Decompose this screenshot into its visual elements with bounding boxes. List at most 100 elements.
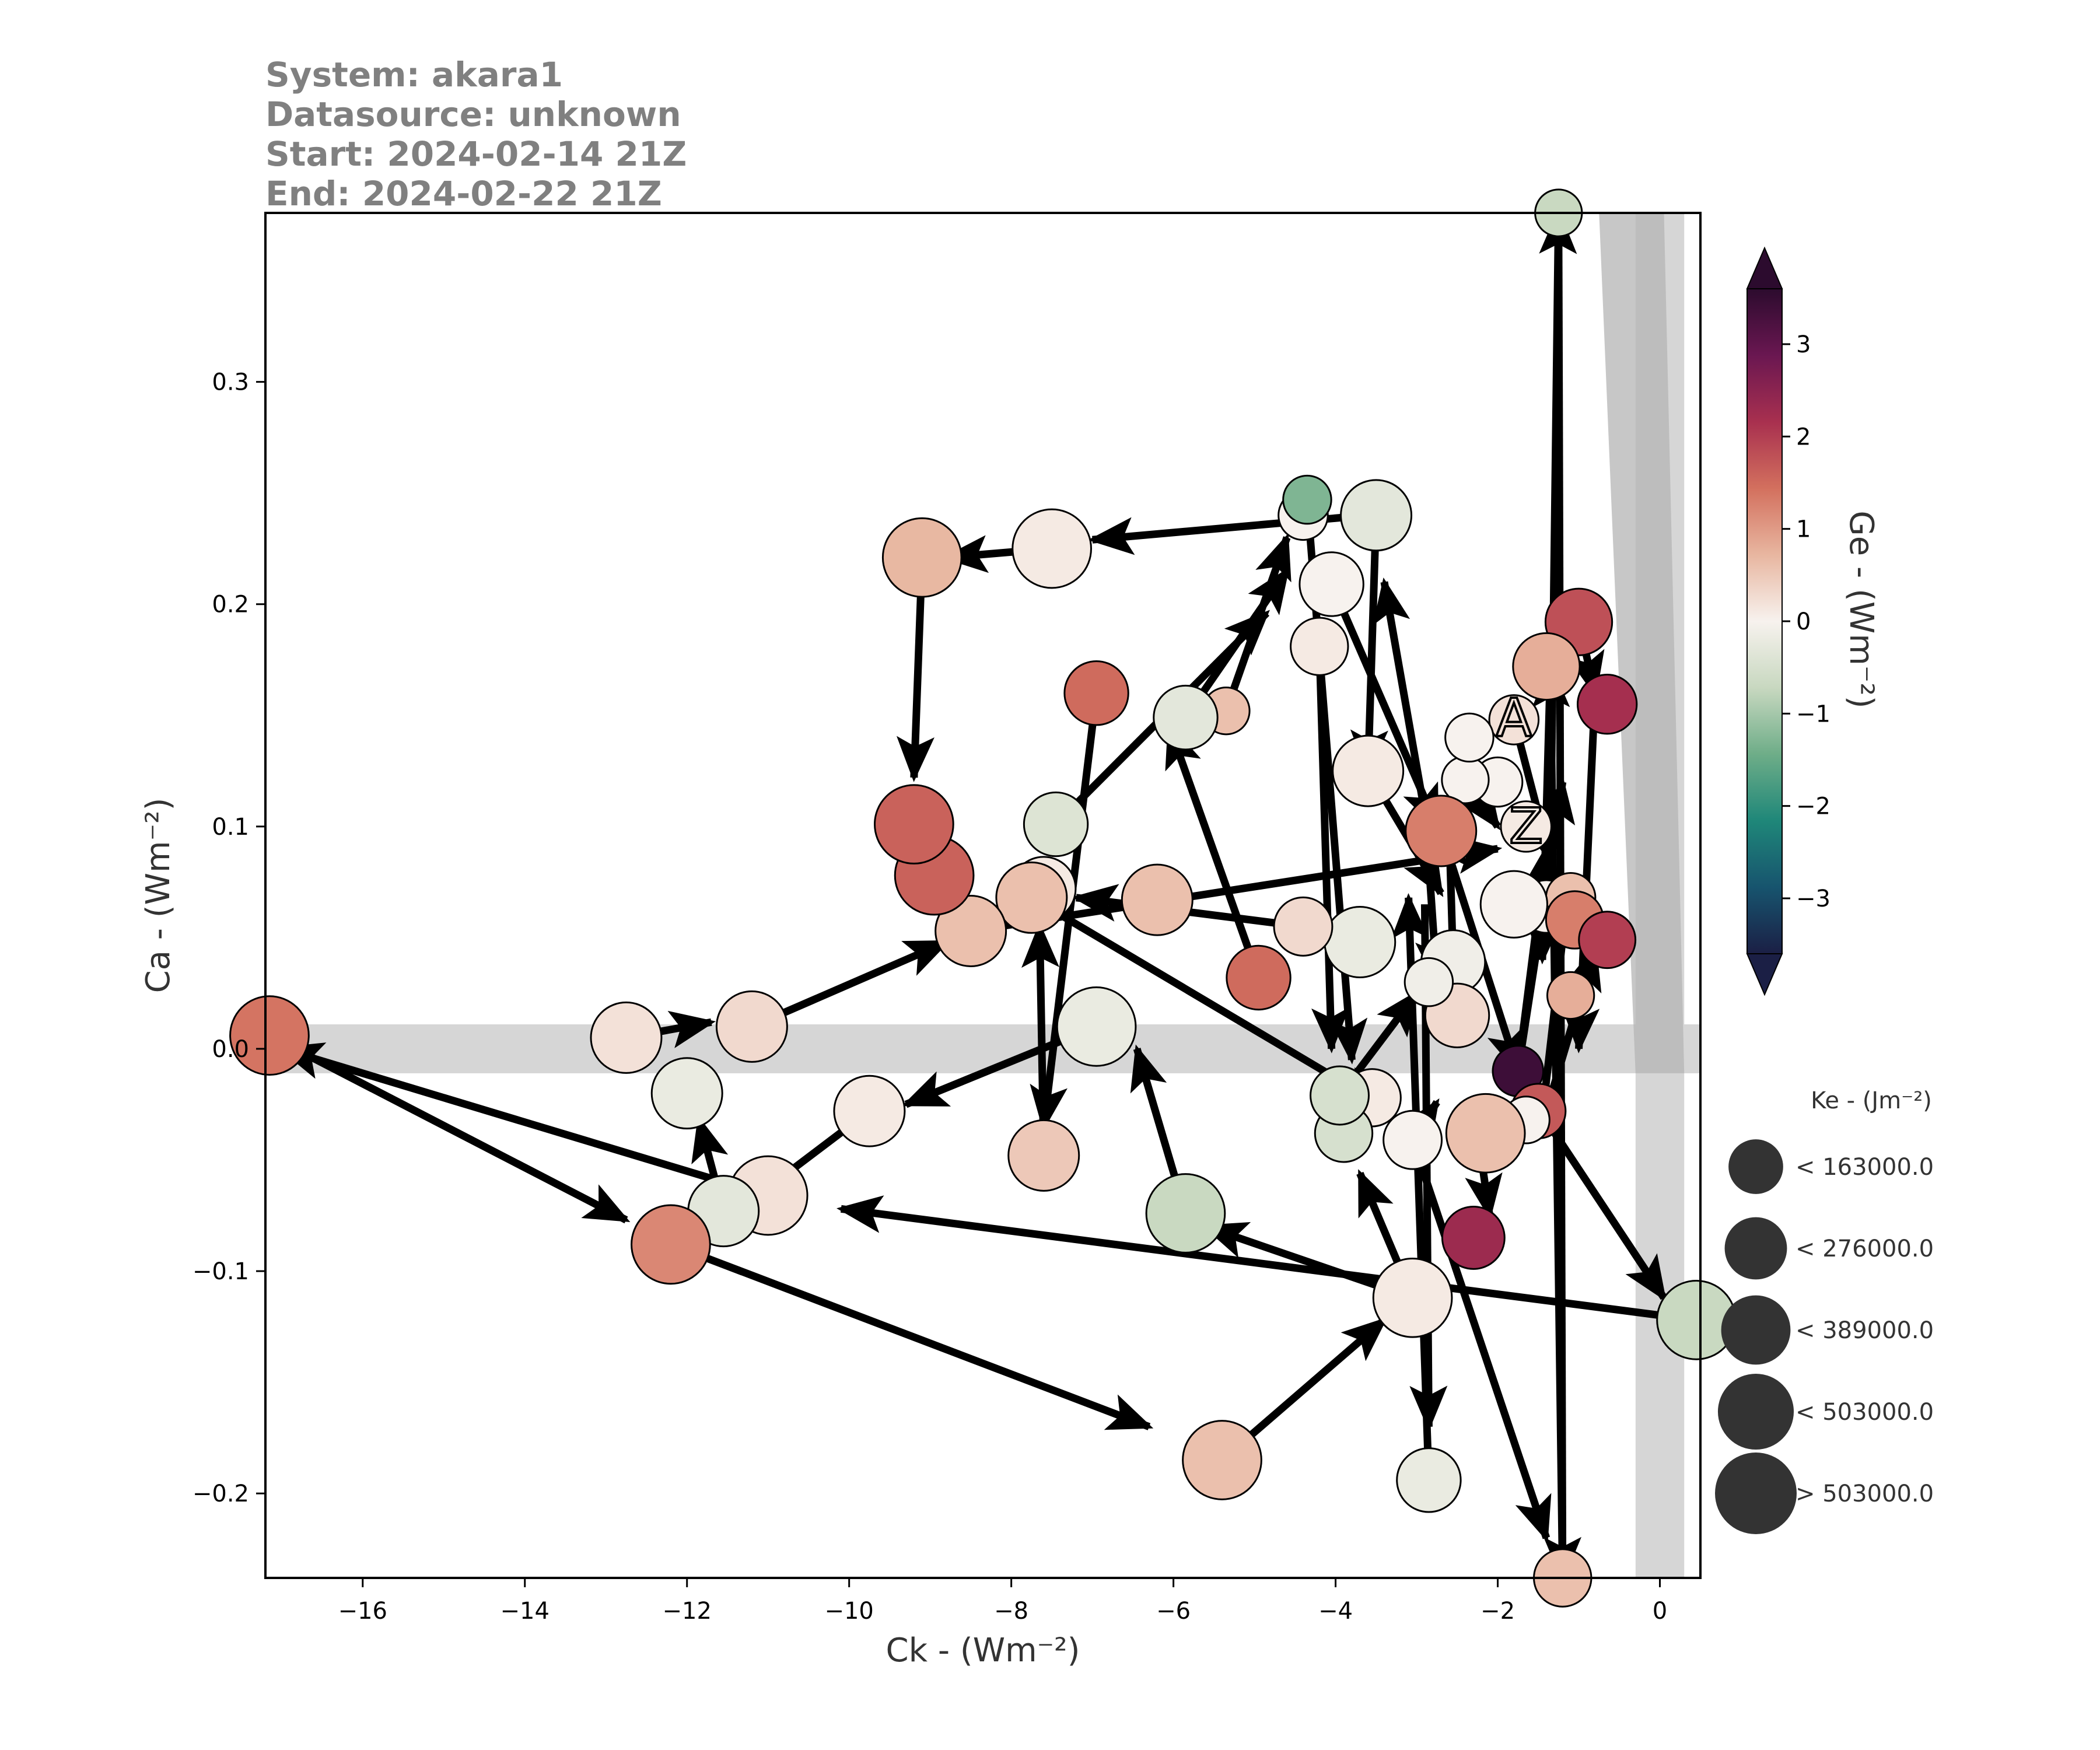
- x-axis: −16 −14 −12 −10 −8 −6 −4 −2 0: [338, 1578, 1667, 1625]
- size-legend-entries: < 163000.0 < 276000.0 < 389000.0 < 503000.0…: [1715, 1139, 1934, 1534]
- size-legend-title: Ke - (Jm⁻²): [1811, 1087, 1932, 1114]
- info-end: End: 2024-02-22 21Z: [265, 174, 662, 214]
- x-tick-label: −16: [338, 1598, 387, 1625]
- x-axis-title: Ck - (Wm⁻²): [886, 1632, 1080, 1670]
- colorbar-tick-label: −1: [1796, 701, 1831, 727]
- size-legend-label: < 389000.0: [1796, 1317, 1934, 1344]
- colorbar-tick-label: 3: [1796, 331, 1811, 358]
- data-point: [1324, 906, 1396, 979]
- y-tick-label: 0.0: [212, 1036, 249, 1063]
- x-tick-label: −8: [994, 1598, 1028, 1625]
- data-points: [229, 188, 1737, 1608]
- size-legend-label: < 163000.0: [1796, 1154, 1934, 1181]
- colorbar-gradient: [1746, 288, 1783, 954]
- size-legend-marker: [1715, 1452, 1797, 1534]
- trajectory-arrow: [1542, 944, 1602, 1112]
- data-point: [1441, 1205, 1506, 1270]
- colorbar-tick-label: 1: [1796, 516, 1811, 543]
- data-point: [1576, 674, 1638, 735]
- shade-wedge: [1599, 213, 1685, 1073]
- trajectory-arrow: [836, 1195, 1697, 1324]
- data-point: [1578, 911, 1637, 970]
- size-legend-marker: [1717, 1373, 1794, 1450]
- x-tick-label: −4: [1318, 1598, 1353, 1625]
- info-block: System: akara1 Datasource: unknown Start…: [265, 55, 687, 214]
- data-point: [1056, 986, 1137, 1067]
- size-legend-marker: [1728, 1139, 1783, 1194]
- data-point: [631, 1204, 711, 1285]
- y-tick-label: 0.1: [212, 814, 249, 841]
- x-tick-label: −10: [824, 1598, 873, 1625]
- data-point: [1488, 694, 1540, 746]
- y-axis: −0.2 −0.1 0.0 0.1 0.2 0.3: [192, 369, 265, 1507]
- size-legend-label: < 503000.0: [1796, 1399, 1934, 1426]
- x-tick-label: −12: [663, 1598, 712, 1625]
- info-system: System: akara1: [265, 55, 563, 94]
- data-point: [1310, 1065, 1370, 1126]
- start-end-markers: AZ: [1495, 687, 1544, 856]
- trajectory-arrow: [267, 1032, 631, 1224]
- data-point: [1479, 870, 1548, 939]
- data-point: [1396, 1447, 1462, 1513]
- data-point: [1007, 1119, 1080, 1192]
- data-point: [1226, 944, 1292, 1011]
- data-point: [1382, 1110, 1443, 1170]
- data-point: [1063, 660, 1129, 726]
- x-tick-label: −6: [1156, 1598, 1191, 1625]
- data-point: [1546, 971, 1595, 1020]
- data-point: [833, 1074, 906, 1147]
- plot-frame: [264, 212, 1702, 1579]
- y-tick-label: 0.2: [212, 592, 249, 618]
- data-point: [1145, 1173, 1226, 1254]
- x-tick-label: −14: [501, 1598, 550, 1625]
- y-tick-label: −0.2: [192, 1480, 249, 1507]
- data-point: [1500, 800, 1552, 853]
- data-point: [1512, 632, 1581, 701]
- data-point: [1340, 479, 1413, 552]
- colorbar-tick-label: 2: [1796, 424, 1811, 450]
- y-tick-label: 0.3: [212, 369, 249, 396]
- data-point: [715, 990, 788, 1063]
- data-point: [1404, 957, 1454, 1007]
- plot-area: AZ: [229, 188, 1737, 1608]
- data-point: [881, 517, 963, 598]
- trajectory-arrow: [1021, 922, 1060, 1156]
- data-point: [1023, 791, 1089, 858]
- trajectory-arrow: [1409, 1139, 1552, 1542]
- data-point: [650, 1057, 723, 1130]
- colorbar-tick-label: −2: [1796, 793, 1831, 820]
- data-point: [1444, 712, 1494, 763]
- data-point: [1332, 734, 1405, 807]
- data-point: [1405, 794, 1478, 867]
- colorbar-tick-label: −3: [1796, 886, 1831, 912]
- x-tick-label: 0: [1653, 1598, 1667, 1625]
- trajectory-arrow: [277, 1042, 769, 1199]
- info-datasource: Datasource: unknown: [265, 94, 681, 134]
- colorbar-ticks: −3 −2 −1 0 1 2 3: [1782, 331, 1831, 912]
- trajectory-arrow: [1547, 1124, 1667, 1302]
- size-legend-marker: [1724, 1217, 1787, 1280]
- data-point: [1282, 474, 1332, 525]
- data-point: [995, 861, 1068, 934]
- trajectory-arrow: [1311, 646, 1349, 1054]
- size-legend-label: < 276000.0: [1796, 1236, 1934, 1262]
- data-point: [1290, 617, 1349, 676]
- data-point: [1372, 1257, 1453, 1338]
- end-marker: Z: [1509, 797, 1543, 855]
- data-point: [1273, 896, 1334, 957]
- trajectory-arrow: [1350, 515, 1388, 776]
- colorbar-tick-label: 0: [1796, 608, 1811, 635]
- trajectory-arrow: [1165, 722, 1262, 979]
- y-tick-label: −0.1: [192, 1258, 249, 1285]
- data-point: [935, 894, 1007, 967]
- data-point: [1153, 684, 1219, 751]
- x-tick-label: −2: [1480, 1598, 1515, 1625]
- size-legend: Ke - (Jm⁻²) < 163000.0 < 276000.0 < 389000…: [1715, 1087, 1934, 1534]
- size-legend-label: > 503000.0: [1796, 1480, 1934, 1507]
- colorbar: −3 −2 −1 0 1 2 3 Ge - (Wm⁻²): [1746, 246, 1880, 996]
- data-point: [1298, 551, 1364, 617]
- colorbar-title: Ge - (Wm⁻²): [1842, 510, 1880, 708]
- data-point: [1445, 1093, 1526, 1174]
- trajectory-arrow: [1030, 894, 1384, 1108]
